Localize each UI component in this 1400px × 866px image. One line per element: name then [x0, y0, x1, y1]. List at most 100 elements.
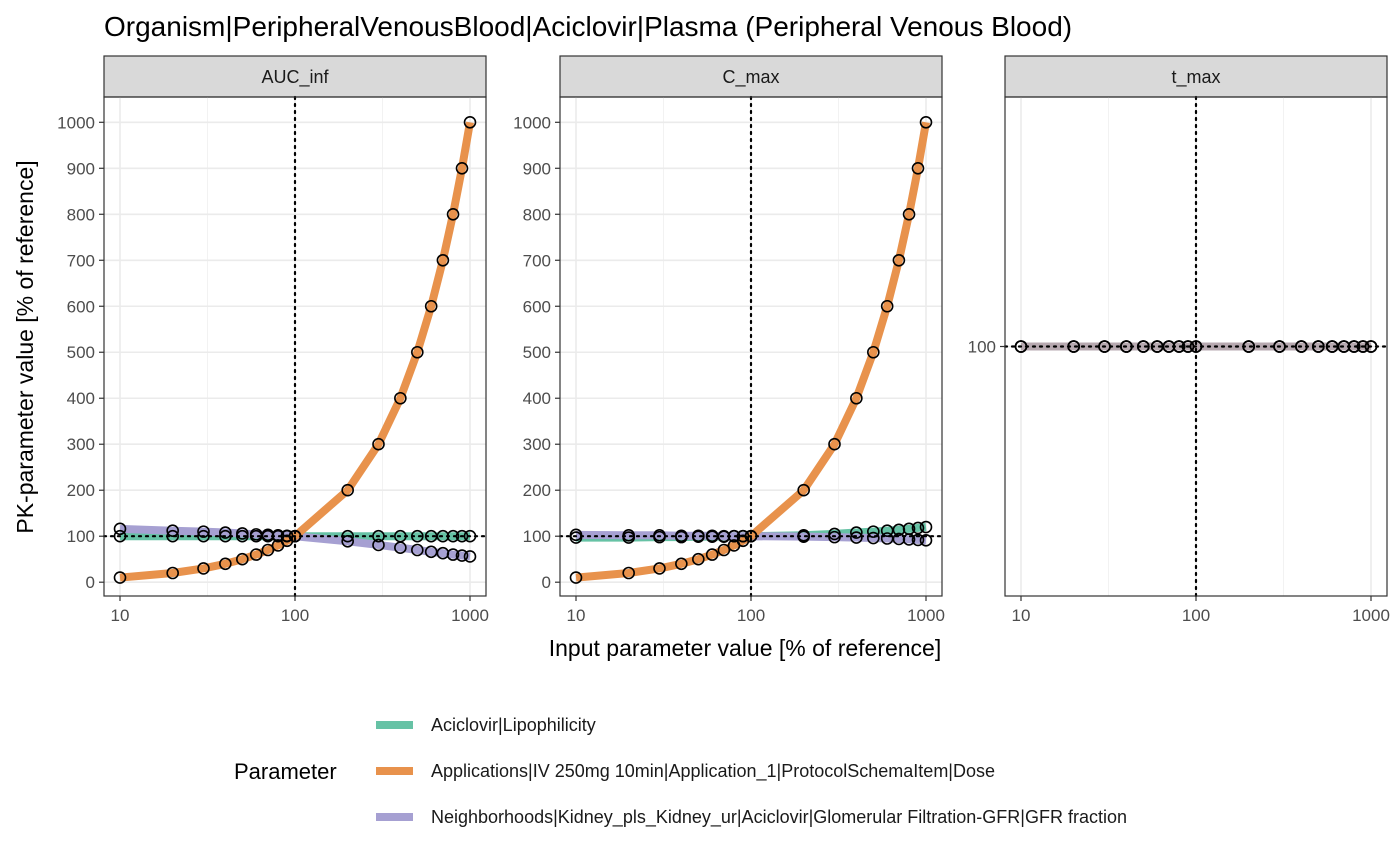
data-point: [463, 115, 477, 129]
legend-label: Aciclovir|Lipophilicity: [431, 715, 596, 735]
data-point: [828, 437, 841, 451]
data-point: [261, 543, 275, 557]
y-tick-label: 900: [523, 159, 551, 178]
y-axis-label: PK-parameter value [% of reference]: [12, 160, 38, 533]
data-point: [717, 543, 731, 557]
data-point: [341, 483, 354, 497]
y-tick-label: 1000: [57, 113, 95, 132]
data-point: [892, 532, 906, 546]
data-point: [919, 520, 933, 534]
data-point: [394, 541, 407, 555]
y-tick-label: 700: [67, 251, 95, 270]
data-point: [463, 550, 477, 563]
data-point: [236, 552, 249, 566]
data-point: [705, 548, 719, 561]
data-point: [911, 521, 925, 535]
y-tick-label: 300: [67, 435, 95, 454]
y-tick-label: 0: [86, 573, 95, 592]
data-point: [675, 557, 688, 571]
y-tick-label: 900: [67, 159, 95, 178]
y-tick-label: 100: [523, 527, 551, 546]
data-point: [166, 566, 179, 580]
legend: Parameter Aciclovir|Lipophilicity Applica…: [234, 715, 1127, 828]
data-point: [850, 391, 863, 405]
y-tick-label: 400: [523, 389, 551, 408]
data-point: [394, 391, 407, 405]
data-point: [424, 299, 438, 313]
y-tick-label: 100: [67, 527, 95, 546]
data-point: [113, 571, 127, 584]
data-point: [850, 531, 863, 544]
data-point: [622, 566, 635, 580]
strip-background: [1004, 55, 1388, 98]
legend-label: Applications|IV 250mg 10min|Application_…: [431, 761, 995, 782]
data-point: [653, 562, 666, 575]
y-tick-label: 200: [67, 481, 95, 500]
y-tick-label: 0: [542, 573, 551, 592]
y-tick-label: 800: [523, 205, 551, 224]
x-tick-label: 1000: [1352, 606, 1390, 625]
x-tick-label: 100: [1182, 606, 1210, 625]
data-point: [828, 527, 841, 541]
data-point: [249, 548, 263, 561]
data-point: [902, 207, 916, 221]
data-point: [166, 524, 179, 537]
x-tick-label: 10: [567, 606, 586, 625]
data-point: [372, 538, 385, 552]
data-point: [911, 161, 925, 175]
x-tick-label: 1000: [907, 606, 945, 625]
data-point: [569, 571, 583, 584]
x-axis-label: Input parameter value [% of reference]: [549, 635, 942, 661]
data-point: [411, 543, 424, 557]
strip-background: [103, 55, 487, 98]
data-point: [797, 483, 810, 497]
legend-title: Parameter: [234, 759, 337, 784]
data-point: [219, 526, 232, 539]
x-tick-label: 100: [281, 606, 309, 625]
data-point: [880, 299, 894, 313]
strip-label: AUC_inf: [261, 67, 329, 88]
data-point: [219, 557, 232, 571]
data-point: [236, 527, 249, 540]
strip-label: C_max: [722, 67, 779, 88]
data-point: [197, 562, 210, 575]
data-point: [372, 437, 385, 451]
data-point: [455, 161, 469, 175]
data-point: [341, 534, 354, 548]
strip-label: t_max: [1171, 67, 1220, 88]
panel-C_max: C_max 10 100 1000 0 100 200 300 400 500 600 700 800 9…: [513, 55, 945, 625]
data-point: [113, 522, 127, 536]
data-point: [919, 115, 933, 129]
panel-AUC_inf: AUC_inf 10 100 1000 0 100 200 300 400 500 600 700 80…: [57, 55, 489, 625]
y-tick-label: 600: [67, 297, 95, 316]
data-point: [919, 534, 933, 547]
y-tick-label: 500: [67, 343, 95, 362]
y-tick-label: 400: [67, 389, 95, 408]
data-point: [911, 533, 925, 547]
x-tick-label: 10: [1012, 606, 1031, 625]
x-tick-label: 1000: [451, 606, 489, 625]
y-tick-label: 600: [523, 297, 551, 316]
data-point: [692, 552, 705, 566]
data-point: [446, 207, 460, 221]
x-tick-label: 100: [737, 606, 765, 625]
data-point: [867, 531, 880, 545]
data-point: [569, 528, 583, 542]
data-point: [411, 345, 424, 359]
y-tick-label: 700: [523, 251, 551, 270]
y-tick-label: 100: [968, 338, 996, 357]
legend-label: Neighborhoods|Kidney_pls_Kidney_ur|Acicl…: [431, 807, 1127, 828]
y-tick-label: 300: [523, 435, 551, 454]
chart-title: Organism|PeripheralVenousBlood|Aciclovir…: [104, 11, 1072, 42]
data-point: [850, 526, 863, 539]
data-point: [261, 528, 275, 542]
data-point: [436, 253, 450, 267]
data-point: [902, 533, 916, 546]
y-tick-label: 800: [67, 205, 95, 224]
panel-t_max: t_max 10 100 1000 100: [968, 55, 1390, 625]
data-point: [455, 549, 469, 562]
x-tick-label: 10: [111, 606, 130, 625]
data-point: [446, 548, 460, 561]
